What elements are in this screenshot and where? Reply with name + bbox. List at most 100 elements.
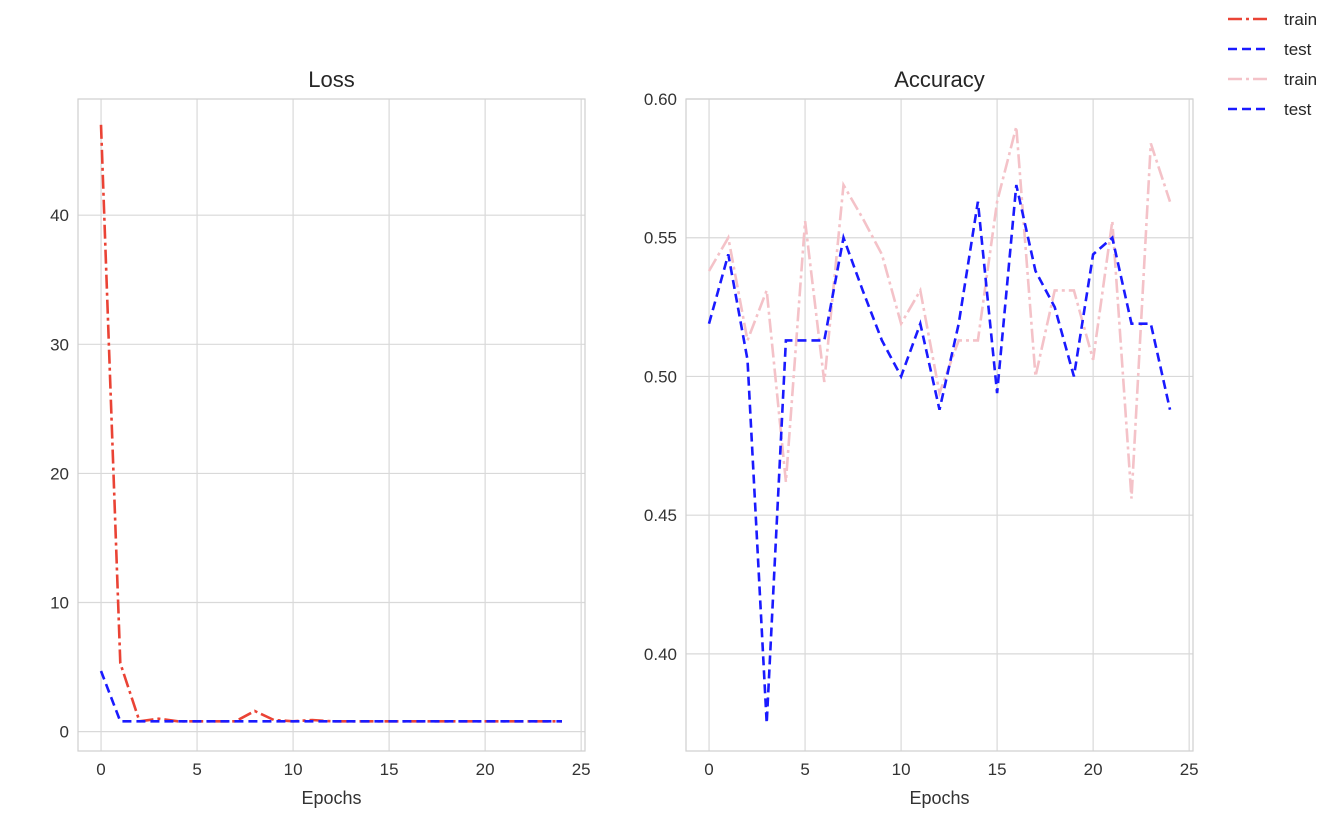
accuracy-series-0-point: [822, 380, 826, 384]
loss-xtick-label: 0: [96, 760, 105, 779]
legend-label: test: [1284, 100, 1312, 119]
loss-xtick-label: 25: [572, 760, 591, 779]
accuracy-plot-frame: [685, 98, 1194, 752]
accuracy-series-0-point: [1110, 219, 1114, 223]
loss-series-1-point: [118, 719, 122, 723]
accuracy-series-1-point: [784, 338, 788, 342]
accuracy-series-1-point: [803, 338, 807, 342]
accuracy-series-0-point: [784, 480, 788, 484]
accuracy-series-0-point: [726, 236, 730, 240]
loss-series-1-point: [502, 719, 506, 723]
accuracy-series-1-point: [938, 408, 942, 412]
loss-series-1-point: [560, 719, 564, 723]
accuracy-series-1-point: [1110, 236, 1114, 240]
accuracy-xaxis-label: Epochs: [909, 788, 969, 808]
accuracy-series-0-point: [803, 219, 807, 223]
loss-series-1-point: [445, 719, 449, 723]
accuracy-series-0-point: [995, 200, 999, 204]
loss-ytick-label: 30: [50, 335, 69, 354]
accuracy-series-1-point: [880, 338, 884, 342]
accuracy-series-0-point: [861, 216, 865, 220]
accuracy-series-0-point: [1168, 200, 1172, 204]
accuracy-chart-title: Accuracy: [894, 67, 984, 92]
accuracy-xtick-label: 15: [988, 760, 1007, 779]
accuracy-series-0-point: [1130, 497, 1134, 501]
accuracy-series-1-point: [1034, 269, 1038, 273]
accuracy-series-0-point: [976, 338, 980, 342]
accuracy-series-0-point: [1072, 288, 1076, 292]
loss-series-1-point: [541, 719, 545, 723]
accuracy-series-0-point: [1053, 288, 1057, 292]
loss-plot-frame: [77, 98, 586, 752]
accuracy-axes: 0 5 10 15 20 25 0.40 0.45 0.50 0.55 0.60 Epochs Accu…: [644, 67, 1199, 808]
accuracy-ytick-label: 0.45: [644, 506, 677, 525]
accuracy-series-1-point: [707, 322, 711, 326]
loss-series-1-point: [330, 719, 334, 723]
accuracy-series-1-point: [918, 322, 922, 326]
loss-series-1-point: [310, 719, 314, 723]
accuracy-series-0-point: [1149, 141, 1153, 145]
loss-xtick-label: 20: [476, 760, 495, 779]
loss-series-1-point: [291, 719, 295, 723]
loss-xtick-label: 10: [284, 760, 303, 779]
accuracy-series-1-point: [1168, 408, 1172, 412]
loss-ytick-label: 10: [50, 594, 69, 613]
accuracy-series-0-point: [1034, 374, 1038, 378]
accuracy-series-0-point: [707, 269, 711, 273]
loss-xaxis-label: Epochs: [301, 788, 361, 808]
accuracy-xtick-label: 20: [1084, 760, 1103, 779]
loss-series-0-point: [253, 709, 257, 713]
loss-axes: 0 5 10 15 20 25 0 10 20 30 40 Epochs Loss: [50, 67, 591, 808]
accuracy-series-1-point: [1091, 252, 1095, 256]
loss-series-1-point: [406, 719, 410, 723]
loss-series-1-point: [99, 669, 103, 673]
loss-series-1-point: [522, 719, 526, 723]
accuracy-xtick-label: 0: [704, 760, 713, 779]
accuracy-series-1-point: [765, 721, 769, 725]
loss-ytick-label: 0: [60, 723, 69, 742]
accuracy-ytick-label: 0.60: [644, 90, 677, 109]
loss-xtick-label: 5: [192, 760, 201, 779]
loss-series-1-test-line: [99, 670, 562, 723]
accuracy-xtick-label: 25: [1180, 760, 1199, 779]
accuracy-series-1-point: [861, 288, 865, 292]
loss-xtick-label: 15: [380, 760, 399, 779]
loss-series-1-point: [157, 719, 161, 723]
accuracy-series-0-point: [880, 252, 884, 256]
loss-series-0-train-line: [99, 124, 562, 723]
accuracy-series-1-point: [1014, 183, 1018, 187]
accuracy-series-0-train-line: [707, 126, 1172, 499]
accuracy-series-0-point: [1014, 125, 1018, 129]
accuracy-series-0-point: [938, 391, 942, 395]
accuracy-series-1-point: [726, 252, 730, 256]
loss-series-0-point: [118, 661, 122, 665]
loss-series-1-point: [214, 719, 218, 723]
accuracy-series-0-point: [841, 183, 845, 187]
accuracy-ytick-label: 0.40: [644, 645, 677, 664]
accuracy-series-1-point: [976, 200, 980, 204]
loss-series-1-point: [253, 719, 257, 723]
accuracy-series-0-point: [918, 288, 922, 292]
loss-ytick-label: 40: [50, 206, 69, 225]
loss-series-1-point: [387, 719, 391, 723]
accuracy-series-1-point: [957, 322, 961, 326]
loss-series-1-point: [272, 719, 276, 723]
loss-series-0-point: [99, 123, 103, 127]
loss-ytick-label: 20: [50, 464, 69, 483]
accuracy-xtick-label: 5: [800, 760, 809, 779]
accuracy-series-1-point: [899, 374, 903, 378]
accuracy-series-1-test-line: [707, 184, 1172, 724]
accuracy-ytick-label: 0.55: [644, 229, 677, 248]
loss-series-1-point: [349, 719, 353, 723]
legend-label: train: [1284, 70, 1317, 89]
loss-series-1-point: [483, 719, 487, 723]
loss-series-1-point: [464, 719, 468, 723]
accuracy-series-0-point: [745, 338, 749, 342]
legend-label: test: [1284, 40, 1312, 59]
figure-legend: train test train test: [1228, 10, 1317, 119]
loss-series-1-point: [368, 719, 372, 723]
accuracy-ytick-label: 0.50: [644, 367, 677, 386]
accuracy-xtick-label: 10: [892, 760, 911, 779]
accuracy-series-1-point: [995, 391, 999, 395]
